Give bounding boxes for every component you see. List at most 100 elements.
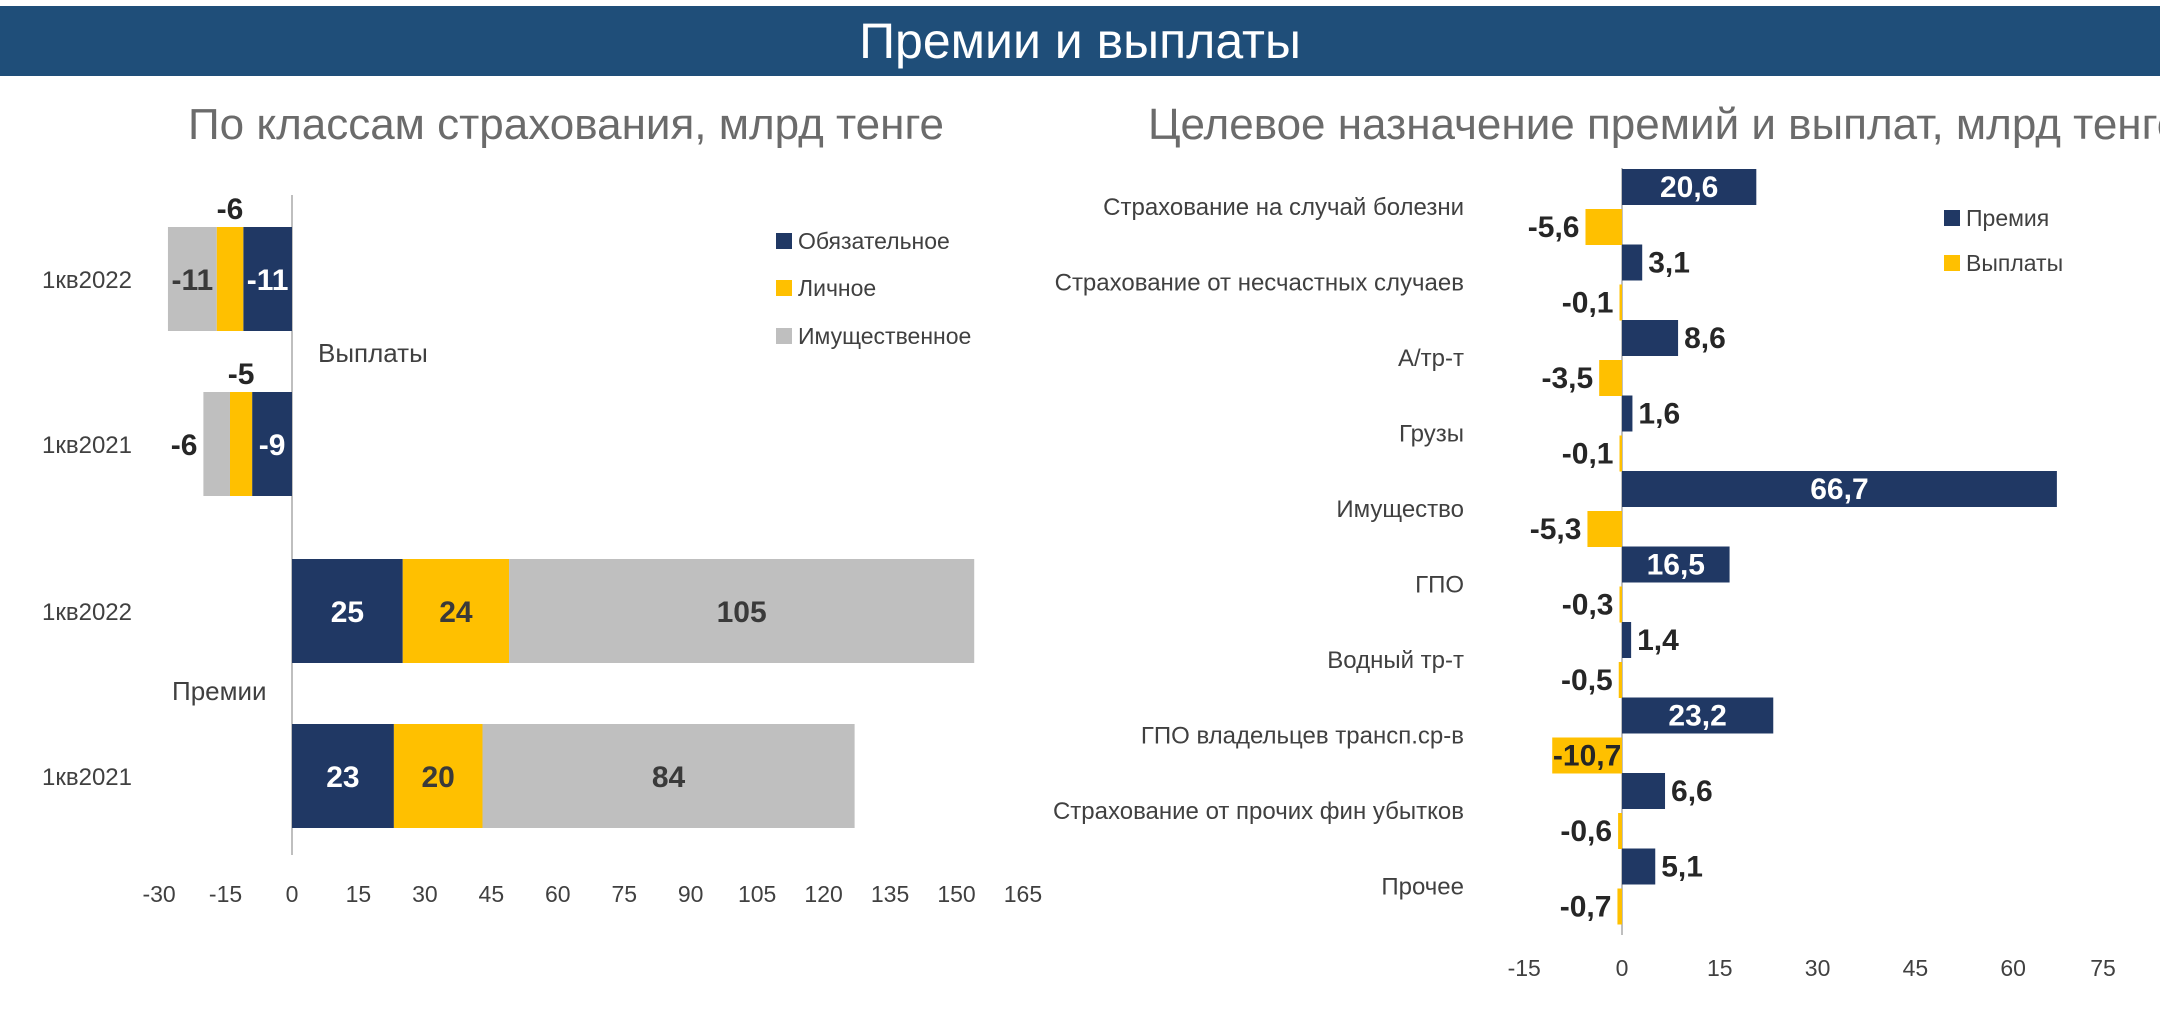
group-label-premiums: Премии <box>172 676 267 706</box>
data-label: -5 <box>228 358 255 391</box>
x-tick-label: 105 <box>738 881 776 907</box>
x-tick-label: 165 <box>1004 881 1042 907</box>
bar-segment <box>216 227 244 331</box>
payout-data-label: -0,5 <box>1561 664 1613 697</box>
payout-bar <box>1587 511 1622 547</box>
premium-bar <box>1622 622 1632 658</box>
bar-segment <box>292 724 394 828</box>
premium-data-label: 20,6 <box>1660 171 1718 204</box>
category-label: 1кв2021 <box>42 764 132 791</box>
data-label: -6 <box>171 429 198 462</box>
payout-bar <box>1618 813 1622 849</box>
data-label: 84 <box>652 761 686 794</box>
payout-data-label: -0,1 <box>1562 438 1614 471</box>
premium-bar <box>1622 471 2057 507</box>
right-chart-title: Целевое назначение премий и выплат, млрд… <box>1148 100 2160 149</box>
bar-segment <box>229 392 253 496</box>
group-label-payouts: Выплаты <box>318 338 428 368</box>
premium-data-label: 6,6 <box>1671 775 1713 808</box>
premium-bar <box>1622 848 1656 885</box>
page-title: Премии и выплаты <box>859 13 1301 69</box>
category-label: ГПО владельцев трансп.ср-в <box>1141 723 1464 750</box>
data-label: -6 <box>217 193 244 226</box>
category-label: 1кв2022 <box>42 267 132 294</box>
x-tick-label: -30 <box>142 881 175 907</box>
x-tick-label: 0 <box>1616 955 1629 981</box>
category-label: 1кв2022 <box>42 599 132 626</box>
x-tick-label: 75 <box>611 881 637 907</box>
data-label: 24 <box>439 596 473 629</box>
bar-segment <box>203 392 230 496</box>
premium-bar <box>1622 546 1730 583</box>
page-title-banner: Премии и выплаты <box>0 6 2160 76</box>
x-tick-label: 15 <box>346 881 372 907</box>
payout-data-label: -5,3 <box>1530 513 1582 546</box>
bar-segment <box>402 559 510 663</box>
premium-data-label: 16,5 <box>1647 549 1705 582</box>
payout-bar <box>1617 888 1622 925</box>
payout-bar <box>1552 737 1622 774</box>
x-tick-label: -15 <box>1508 955 1541 981</box>
legend-swatch <box>1944 210 1960 226</box>
premium-bar <box>1622 395 1633 432</box>
bar-segment <box>292 559 403 663</box>
bar-segment <box>252 392 292 496</box>
category-label: 1кв2021 <box>42 432 132 459</box>
premium-bar <box>1622 773 1666 809</box>
bar-segment <box>243 227 292 331</box>
legend-label: Премия <box>1966 205 2049 231</box>
premium-bar <box>1622 697 1774 734</box>
x-tick-label: 120 <box>804 881 842 907</box>
category-label: Прочее <box>1381 874 1464 901</box>
premium-bar <box>1622 320 1679 356</box>
payout-bar <box>1619 435 1622 472</box>
payout-bar <box>1585 209 1622 245</box>
x-tick-label: -15 <box>209 881 242 907</box>
data-label: -9 <box>259 429 286 462</box>
legend-label: Личное <box>798 275 876 301</box>
category-label: Водный тр-т <box>1327 647 1464 674</box>
legend-label: Обязательное <box>798 228 950 254</box>
premium-data-label: 23,2 <box>1668 700 1726 733</box>
payout-bar <box>1619 586 1622 623</box>
payout-data-label: -0,3 <box>1562 589 1614 622</box>
premium-data-label: 1,4 <box>1637 624 1679 657</box>
x-tick-label: 15 <box>1707 955 1733 981</box>
premium-data-label: 66,7 <box>1810 473 1868 506</box>
legend-label: Имущественное <box>798 323 971 349</box>
bar-segment <box>393 724 483 828</box>
premium-data-label: 5,1 <box>1661 851 1703 884</box>
premium-bar <box>1622 169 1757 205</box>
x-tick-label: 135 <box>871 881 909 907</box>
left-chart-title: По классам страхования, млрд тенге <box>188 100 944 149</box>
x-tick-label: 45 <box>479 881 505 907</box>
x-tick-label: 0 <box>286 881 299 907</box>
premium-bar <box>1622 244 1643 281</box>
payout-bar <box>1619 284 1622 321</box>
bar-segment <box>167 227 217 331</box>
category-label: Страхование от несчастных случаев <box>1055 270 1464 297</box>
x-tick-label: 150 <box>937 881 975 907</box>
legend-swatch <box>776 233 792 249</box>
payout-data-label: -3,5 <box>1541 362 1593 395</box>
data-label: -11 <box>171 264 213 297</box>
payout-data-label: -0,7 <box>1560 891 1612 924</box>
data-label: -11 <box>247 264 289 297</box>
payout-bar <box>1599 360 1622 396</box>
x-tick-label: 45 <box>1903 955 1929 981</box>
x-tick-label: 30 <box>412 881 438 907</box>
payout-data-label: -10,7 <box>1553 740 1621 773</box>
category-label: Страхование на случай болезни <box>1103 194 1464 221</box>
category-label: Имущество <box>1336 496 1464 523</box>
legend-label: Выплаты <box>1966 250 2063 276</box>
premium-data-label: 8,6 <box>1684 322 1726 355</box>
x-tick-label: 60 <box>545 881 571 907</box>
payout-data-label: -5,6 <box>1528 211 1580 244</box>
legend-swatch <box>776 280 792 296</box>
x-tick-label: 75 <box>2090 955 2116 981</box>
data-label: 20 <box>422 761 455 794</box>
payout-data-label: -0,1 <box>1562 287 1614 320</box>
x-tick-label: 30 <box>1805 955 1831 981</box>
data-label: 23 <box>326 761 359 794</box>
